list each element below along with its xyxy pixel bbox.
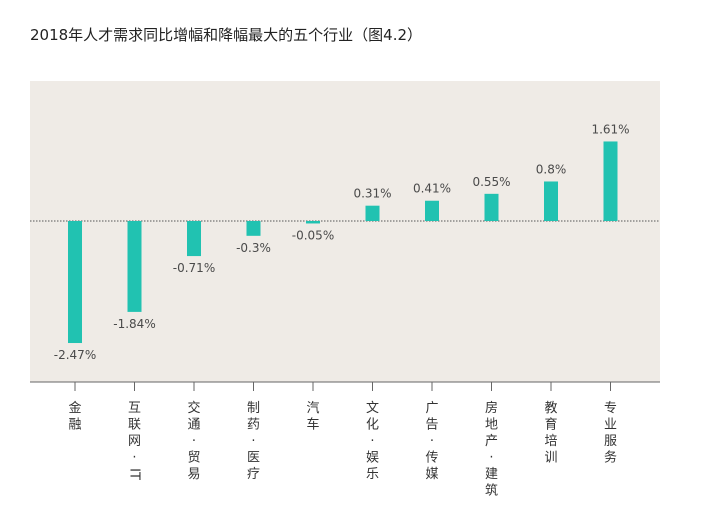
bar xyxy=(603,141,618,221)
category-label-char: 务 xyxy=(604,450,617,466)
bar xyxy=(306,221,320,224)
bar xyxy=(425,200,439,221)
category-label-char: · xyxy=(430,434,434,449)
category-label-char: 告 xyxy=(425,418,438,433)
category-label-char: 建 xyxy=(485,467,498,482)
category-label-char: 网 xyxy=(128,434,141,449)
category-label: 制药· 医疗 xyxy=(247,401,260,482)
category-label-char: · xyxy=(192,434,196,449)
data-label: 1.61% xyxy=(591,122,629,136)
category-label-char: 通 xyxy=(187,418,200,433)
bar xyxy=(187,221,201,257)
bar xyxy=(127,221,142,312)
category-label: 汽车 xyxy=(306,401,319,433)
chart-title: 2018年人才需求同比增幅和降幅最大的五个行业（图4.2） xyxy=(30,26,423,44)
category-label-char: 互 xyxy=(128,401,141,416)
bar xyxy=(246,221,261,236)
data-label: 0.8% xyxy=(536,162,567,176)
category-label-char: 娱 xyxy=(366,451,379,466)
category-label-char: · xyxy=(251,434,255,449)
category-label: 房地产 ·建筑 xyxy=(485,400,498,499)
category-label-char: 药 xyxy=(247,418,260,433)
category-label-char: 交 xyxy=(187,400,200,416)
data-label: -0.71% xyxy=(173,261,215,275)
category-label-char: 培 xyxy=(544,433,557,449)
bar xyxy=(365,205,380,221)
bar xyxy=(68,221,82,344)
category-label-char: 贸 xyxy=(187,451,200,466)
category-label-char: · xyxy=(370,434,374,449)
category-label-char: 制 xyxy=(247,401,260,416)
category-label-char: 业 xyxy=(604,418,617,433)
category-label: 广告· 传媒 xyxy=(425,401,438,482)
category-label-char: IT xyxy=(127,468,142,480)
category-label-char: 房 xyxy=(485,400,498,416)
data-label: -2.47% xyxy=(54,348,96,362)
category-label-char: 训 xyxy=(544,451,557,466)
category-label-char: 育 xyxy=(544,417,557,433)
data-label: -1.84% xyxy=(113,317,155,331)
category-label: 互联网 · IT xyxy=(127,401,142,480)
category-label-char: 广 xyxy=(425,401,438,416)
category-label: 文化· 娱乐 xyxy=(366,401,379,482)
category-label-char: 筑 xyxy=(485,483,498,499)
category-label-char: 疗 xyxy=(247,467,260,482)
category-label-char: 乐 xyxy=(366,467,379,482)
category-label-char: 文 xyxy=(366,401,379,416)
data-label: -0.3% xyxy=(236,241,271,255)
category-label-char: 车 xyxy=(306,417,319,433)
category-label-char: 化 xyxy=(366,418,379,433)
category-label-char: 教 xyxy=(544,400,557,416)
data-label: 0.31% xyxy=(353,187,391,201)
category-label-char: 融 xyxy=(68,418,81,433)
category-label-char: 媒 xyxy=(425,467,438,482)
category-label-char: 易 xyxy=(187,467,200,482)
category-label-char: 服 xyxy=(604,434,617,449)
category-label: 交通· 贸易 xyxy=(187,400,200,482)
data-label: -0.05% xyxy=(292,228,334,242)
category-label-char: · xyxy=(132,451,136,466)
category-label-char: 传 xyxy=(425,451,438,466)
category-label-char: · xyxy=(489,451,493,466)
data-label: 0.41% xyxy=(413,182,451,196)
category-label-char: 汽 xyxy=(306,401,319,416)
category-label: 金融 xyxy=(68,400,81,433)
category-label-char: 医 xyxy=(247,451,260,466)
data-label: 0.55% xyxy=(472,175,510,189)
category-label-char: 产 xyxy=(485,434,498,449)
bar xyxy=(484,193,499,221)
category-label-char: 联 xyxy=(128,418,141,433)
bar xyxy=(544,181,558,221)
category-label-char: 专 xyxy=(604,401,617,416)
category-label-char: 金 xyxy=(68,400,81,416)
category-label-char: 地 xyxy=(485,418,498,433)
